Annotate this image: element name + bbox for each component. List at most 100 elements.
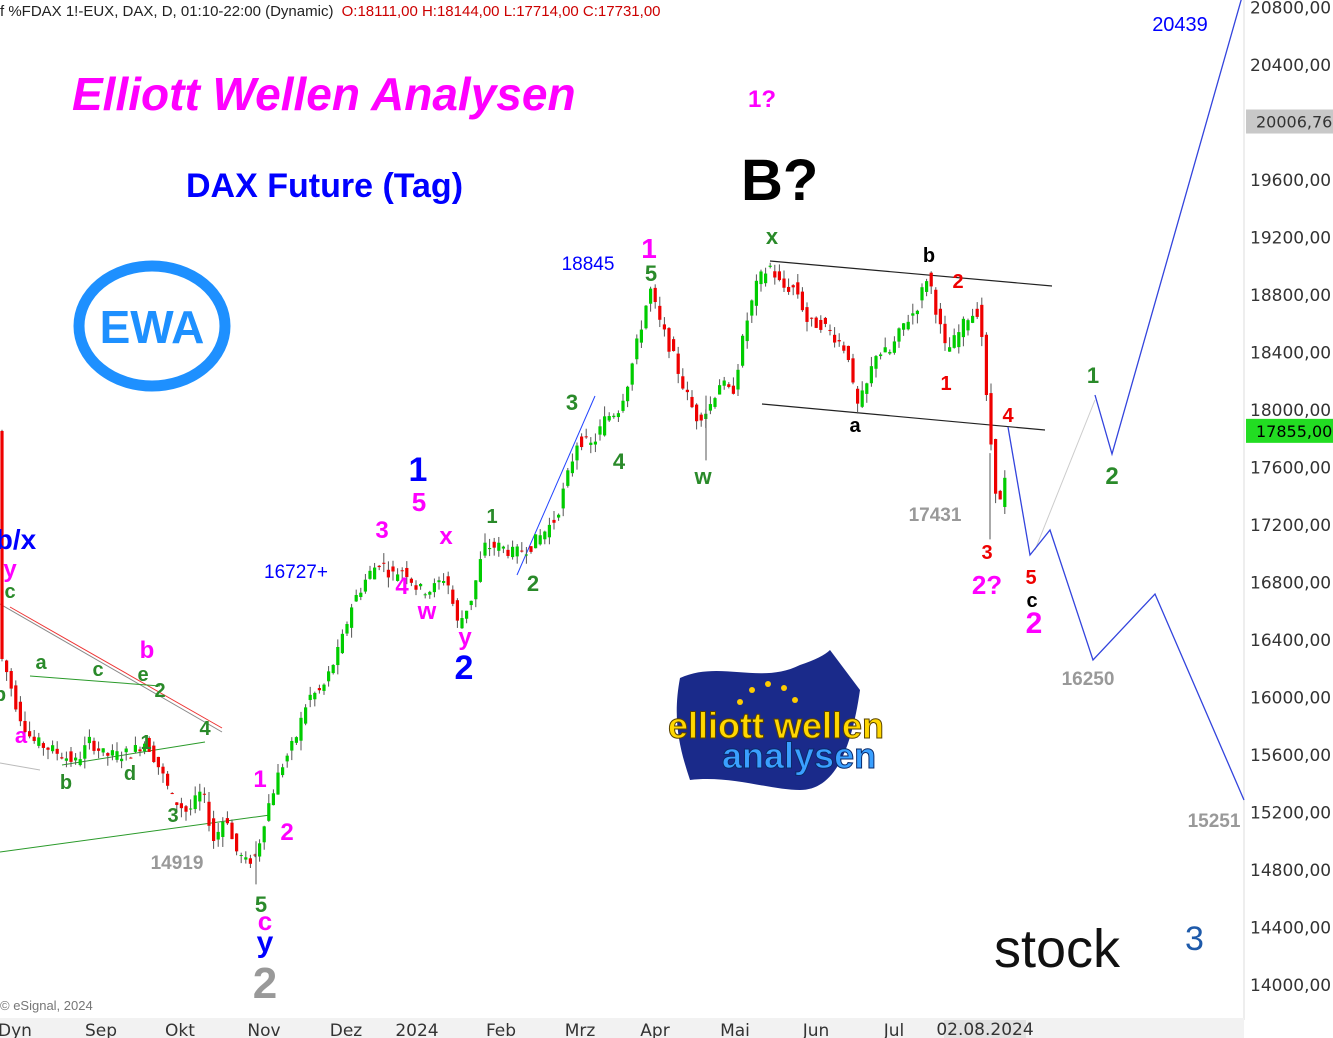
- candle-down: [166, 773, 170, 786]
- candle-up: [290, 740, 294, 751]
- candle-up: [736, 369, 740, 390]
- time-tick-label: Mai: [720, 1021, 750, 1038]
- header-info: f %FDAX 1!-EUX, DAX, D, 01:10-22:00 (Dyn…: [0, 3, 661, 20]
- candle-down: [0, 430, 4, 659]
- candle-up: [879, 354, 883, 357]
- candle-up: [515, 546, 519, 557]
- candle-up: [570, 461, 574, 474]
- candle-up: [639, 329, 643, 343]
- candle-down: [235, 833, 239, 852]
- candle-down: [998, 490, 1002, 500]
- candle-down: [653, 287, 657, 303]
- wave-label: 5: [255, 892, 267, 917]
- candle-down: [405, 567, 409, 578]
- price-tick-label: 14400,00: [1250, 919, 1331, 939]
- ohlc-text: O:18111,00 H:18144,00 L:17714,00 C:17731…: [342, 3, 661, 20]
- wave-label: c: [1026, 590, 1037, 612]
- candle-down: [202, 793, 206, 795]
- triangle-upper-line: [9, 606, 223, 729]
- candle-up: [216, 831, 220, 840]
- candle-down: [690, 396, 694, 408]
- candle-up: [345, 624, 349, 634]
- candle-up: [193, 795, 197, 810]
- candle-down: [152, 745, 156, 762]
- candle-up: [488, 548, 492, 550]
- wave-label: 1: [486, 506, 497, 528]
- candle-up: [437, 580, 441, 583]
- candle-down: [994, 439, 998, 494]
- long-support-line: [0, 814, 271, 853]
- wave-label: b: [0, 684, 6, 706]
- wave-label: x: [766, 224, 779, 249]
- flag-shape: [676, 650, 860, 790]
- candle-down: [984, 334, 988, 396]
- candle-up: [538, 535, 542, 545]
- candle-down: [41, 743, 45, 748]
- candle-up: [860, 390, 864, 407]
- candle-up: [718, 385, 722, 395]
- candle-up: [741, 335, 745, 366]
- trend-line-blue: [516, 395, 596, 576]
- wave-label: 2?: [972, 570, 1002, 600]
- wave-label: w: [417, 598, 437, 625]
- stock3-superscript: 3: [1185, 920, 1204, 958]
- flag-stars: [737, 681, 798, 705]
- candle-down: [851, 358, 855, 383]
- candle-up: [920, 287, 924, 301]
- candle-up: [902, 323, 906, 330]
- time-tick-label: Okt: [165, 1021, 195, 1038]
- sub-title: DAX Future (Tag): [186, 167, 463, 205]
- ewa-banner-logo: elliott wellen analysen: [668, 650, 885, 790]
- price-tick-label: 17200,00: [1250, 516, 1331, 536]
- candle-down: [580, 436, 584, 448]
- candle-up: [501, 546, 505, 549]
- wave-label: 1: [253, 766, 266, 793]
- candle-down: [446, 576, 450, 586]
- price-tick-label: 20400,00: [1250, 56, 1331, 76]
- wave-label: w: [693, 464, 712, 489]
- candle-up: [460, 618, 464, 629]
- candle-up: [745, 320, 749, 342]
- wave-label: c: [92, 659, 103, 681]
- candle-down: [207, 801, 211, 826]
- candle-up: [911, 313, 915, 316]
- candle-up: [566, 470, 570, 486]
- price-tick-label: 17600,00: [1250, 459, 1331, 479]
- candle-down: [506, 549, 510, 556]
- wave-label: 1: [940, 373, 951, 395]
- candle-down: [662, 324, 666, 330]
- stock3-text: stock: [994, 919, 1121, 979]
- candle-up: [607, 416, 611, 421]
- candle-up: [336, 646, 340, 666]
- candle-up: [603, 416, 607, 436]
- wave-label: 2: [952, 271, 963, 293]
- candle-up: [534, 534, 538, 549]
- candle-up: [750, 300, 754, 316]
- candle-up: [897, 328, 901, 342]
- candle-up: [722, 380, 726, 386]
- question-one-label: 1?: [748, 86, 776, 113]
- candle-down: [28, 731, 32, 737]
- candle-up: [869, 366, 873, 384]
- wave-label: d: [124, 763, 136, 785]
- candle-down: [989, 393, 993, 445]
- candle-up: [575, 445, 579, 461]
- candle-down: [32, 736, 36, 741]
- candle-up: [373, 567, 377, 580]
- candle-up: [428, 591, 432, 595]
- candle-up: [189, 808, 193, 810]
- candle-up: [304, 707, 308, 724]
- price-tick-label: 20800,00: [1250, 0, 1331, 19]
- copyright-text: © eSignal, 2024: [0, 998, 93, 1013]
- wave-label: 2: [455, 649, 474, 687]
- time-tick-label: Jun: [802, 1021, 830, 1038]
- candle-up: [764, 273, 768, 284]
- candle-down: [317, 688, 321, 691]
- wave-label: 2: [154, 680, 165, 702]
- candle-up: [198, 791, 202, 802]
- wave-label: c: [258, 906, 272, 936]
- triangle-line-b: [61, 741, 206, 766]
- candle-down: [92, 740, 96, 751]
- candle-up: [759, 271, 763, 285]
